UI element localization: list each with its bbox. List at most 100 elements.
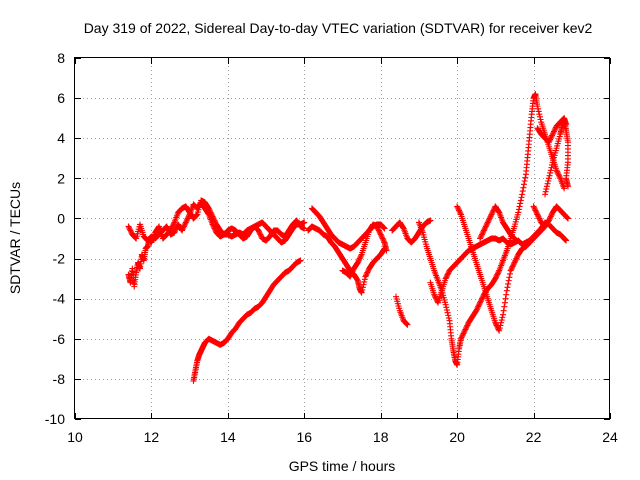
data-point: [497, 322, 504, 329]
data-point: [356, 255, 363, 262]
data-point: [432, 294, 439, 301]
data-point: [489, 208, 496, 215]
data-point: [547, 135, 554, 142]
data-point: [549, 132, 556, 139]
data-point: [486, 215, 493, 222]
data-point: [475, 303, 482, 310]
data-point: [457, 210, 464, 217]
data-point: [516, 203, 523, 210]
data-point: [363, 270, 370, 277]
data-point: [531, 204, 538, 211]
data-point: [478, 232, 485, 239]
data-point: [542, 188, 549, 195]
data-point: [488, 211, 495, 218]
data-point: [456, 208, 463, 215]
data-point: [556, 173, 563, 180]
data-point: [549, 131, 556, 138]
data-point: [479, 230, 486, 237]
data-point: [542, 191, 549, 198]
data-point: [550, 128, 557, 135]
data-point: [554, 169, 561, 176]
data-point: [210, 214, 217, 221]
data-point: [485, 218, 492, 225]
data-point: [492, 274, 499, 281]
data-point: [495, 268, 502, 275]
data-point: [512, 256, 519, 263]
data-point: [457, 335, 464, 342]
data-point: [360, 281, 367, 288]
data-point: [183, 218, 190, 225]
data-point: [485, 216, 492, 223]
data-point: [380, 236, 387, 243]
data-point: [513, 255, 520, 262]
data-point: [193, 212, 200, 219]
data-point: [480, 228, 487, 235]
data-point: [431, 291, 438, 298]
data-point: [461, 329, 468, 336]
data-point: [172, 226, 179, 233]
data-point: [442, 301, 449, 308]
data-point: [377, 231, 384, 238]
data-point: [493, 272, 500, 279]
data-point: [536, 111, 543, 118]
series-track-e: [305, 223, 388, 296]
data-point: [445, 315, 452, 322]
data-point: [379, 235, 386, 242]
data-point: [511, 235, 518, 242]
series-track-j: [427, 219, 570, 306]
data-point: [534, 211, 541, 218]
data-point: [544, 180, 551, 187]
y-axis-title: SDTVAR / TECUs: [7, 182, 23, 294]
data-point: [357, 254, 364, 261]
data-point: [297, 257, 304, 264]
data-point: [126, 224, 133, 231]
data-point: [357, 252, 364, 259]
data-point: [534, 103, 541, 110]
data-point: [125, 223, 132, 230]
data-point: [458, 334, 465, 341]
data-point: [256, 230, 263, 237]
data-point: [484, 220, 491, 227]
data-point: [375, 226, 382, 233]
data-point: [443, 274, 450, 281]
data-point: [193, 212, 200, 219]
data-point: [475, 302, 482, 309]
data-point: [547, 214, 554, 221]
data-point: [403, 321, 410, 328]
data-point: [552, 125, 559, 132]
data-point: [505, 277, 512, 284]
data-point: [359, 284, 366, 291]
data-point: [546, 137, 553, 144]
data-point: [545, 139, 552, 146]
data-point: [180, 224, 187, 231]
data-point: [463, 323, 470, 330]
data-point: [556, 172, 563, 179]
data-point: [506, 274, 513, 281]
data-point: [364, 269, 371, 276]
data-point: [508, 264, 515, 271]
data-point: [535, 105, 542, 112]
data-point: [207, 208, 214, 215]
data-point: [554, 168, 561, 175]
data-point: [209, 213, 216, 220]
data-point: [537, 116, 544, 123]
data-point: [442, 275, 449, 282]
data-point: [171, 228, 178, 235]
data-point: [545, 217, 552, 224]
data-point: [477, 298, 484, 305]
data-point: [464, 322, 471, 329]
data-point: [487, 212, 494, 219]
data-point: [256, 228, 263, 235]
data-point: [489, 210, 496, 217]
data-point: [478, 297, 485, 304]
data-point: [257, 232, 264, 239]
data-point: [550, 129, 557, 136]
data-point: [498, 319, 505, 326]
y-tick-label: 0: [57, 210, 65, 226]
data-point: [380, 224, 387, 231]
data-point: [507, 267, 514, 274]
data-point: [563, 214, 570, 221]
data-point: [536, 215, 543, 222]
data-point: [163, 223, 170, 230]
